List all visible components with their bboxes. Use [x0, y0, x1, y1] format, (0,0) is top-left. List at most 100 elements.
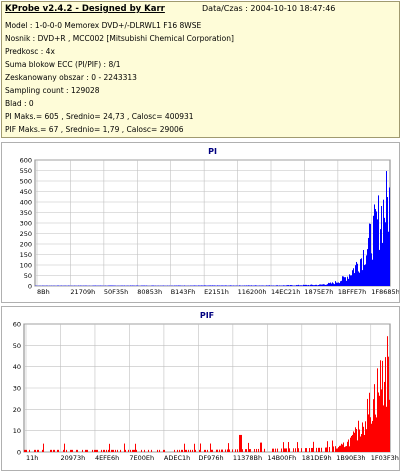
- pi-xtick-label: 80853h: [137, 288, 162, 296]
- pif-bar: [128, 450, 129, 452]
- pif-bar: [343, 443, 344, 452]
- pif-bar: [51, 450, 52, 452]
- pif-bar: [53, 450, 54, 452]
- pi-bar: [299, 285, 300, 286]
- pif-bar: [199, 450, 200, 452]
- pi-bar: [339, 283, 340, 286]
- app-title: KProbe v2.4.2 - Designed by Karr: [5, 4, 165, 14]
- pif-bar: [264, 449, 265, 452]
- pi-bar: [321, 285, 322, 286]
- pif-bar: [237, 449, 238, 452]
- pi-bar: [374, 204, 375, 286]
- pi-bar: [314, 285, 315, 286]
- pif-bar: [354, 433, 355, 452]
- info-media: Nosnik : DVD+R , MCC002 [Mitsubishi Chem…: [5, 34, 234, 43]
- pif-bar: [327, 441, 328, 452]
- pif-bar: [97, 450, 98, 452]
- pi-bar: [323, 284, 324, 286]
- pif-xtick-label: 20973h: [60, 454, 85, 462]
- pi-bar: [290, 285, 291, 286]
- pi-bar: [291, 285, 292, 286]
- pif-xtick-label: 7E00Eh: [129, 454, 154, 462]
- pif-bar: [288, 442, 289, 452]
- pif-xtick-label: 14B00Fh: [267, 454, 296, 462]
- pif-bar: [112, 450, 113, 452]
- pi-ytick-label: 500: [20, 178, 32, 186]
- pif-bar: [34, 450, 35, 452]
- pi-bar: [361, 258, 362, 286]
- pif-bar: [63, 450, 64, 452]
- pi-bar: [288, 285, 289, 286]
- pif-bar: [194, 444, 195, 452]
- pif-bar: [222, 450, 223, 452]
- pif-bar: [177, 450, 178, 452]
- pi-bar: [327, 284, 328, 286]
- pi-chart-title: PI: [208, 147, 217, 156]
- pi-bar: [283, 285, 284, 286]
- pif-bar: [316, 448, 317, 452]
- pi-bar: [304, 285, 305, 286]
- pi-bar: [124, 285, 125, 286]
- pif-xtick-label: 1F03F3h: [371, 454, 399, 462]
- pif-bar: [239, 435, 240, 452]
- pif-ytick-label: 0: [17, 449, 21, 457]
- pif-bar: [205, 450, 206, 452]
- pif-bar: [369, 393, 370, 452]
- scan-date: Data/Czas : 2004-10-10 18:47:46: [202, 4, 335, 13]
- pi-bar: [300, 285, 301, 286]
- pi-bar: [336, 283, 337, 286]
- pi-xtick-label: 1875E7h: [304, 288, 333, 296]
- pif-bar: [284, 448, 285, 452]
- pi-bar: [262, 285, 263, 286]
- pif-bar: [228, 443, 229, 452]
- pif-bar: [345, 446, 346, 452]
- pif-bar: [210, 444, 211, 452]
- pi-bar: [373, 216, 374, 286]
- pif-ytick-label: 10: [13, 427, 21, 435]
- pi-bar: [212, 285, 213, 286]
- pif-bar: [346, 446, 347, 452]
- pi-bar: [301, 285, 302, 286]
- pif-bar: [250, 449, 251, 452]
- pif-bar: [382, 361, 383, 452]
- pif-bar: [50, 450, 51, 452]
- pi-bar: [332, 282, 333, 286]
- pif-bar: [103, 450, 104, 452]
- pi-ytick-label: 250: [20, 230, 32, 238]
- pi-bar: [344, 277, 345, 286]
- pi-bar: [315, 285, 316, 286]
- pif-bar: [144, 450, 145, 452]
- pif-bar: [134, 450, 135, 452]
- pif-bar: [342, 445, 343, 452]
- pif-bar: [219, 450, 220, 452]
- pif-bar: [272, 449, 273, 452]
- pi-bar: [334, 284, 335, 286]
- pi-bar: [308, 285, 309, 286]
- pi-bar: [328, 283, 329, 286]
- pi-xtick-label: E2151h: [204, 288, 229, 296]
- pif-bar: [298, 448, 299, 452]
- pi-bar: [214, 285, 215, 286]
- pi-bar: [221, 285, 222, 286]
- pi-bar: [368, 238, 369, 286]
- pif-bar: [301, 448, 302, 452]
- pif-bar: [216, 450, 217, 452]
- pif-bar: [367, 399, 368, 452]
- pif-bar: [384, 382, 385, 452]
- pif-bar: [77, 450, 78, 452]
- pi-bar: [251, 285, 252, 286]
- pi-bar: [330, 283, 331, 286]
- pi-bar: [324, 284, 325, 286]
- pif-bar: [344, 447, 345, 452]
- pi-bar: [317, 285, 318, 286]
- pi-bar: [384, 218, 385, 286]
- pi-bar: [248, 285, 249, 286]
- pi-bar: [256, 285, 257, 286]
- info-speed: Predkosc : 4x: [5, 47, 55, 56]
- pif-bar: [163, 450, 164, 452]
- pif-bar: [281, 449, 282, 452]
- pif-bar: [329, 447, 330, 452]
- pif-ytick-label: 30: [13, 385, 21, 393]
- pi-bar: [284, 285, 285, 286]
- pif-bar: [366, 429, 367, 452]
